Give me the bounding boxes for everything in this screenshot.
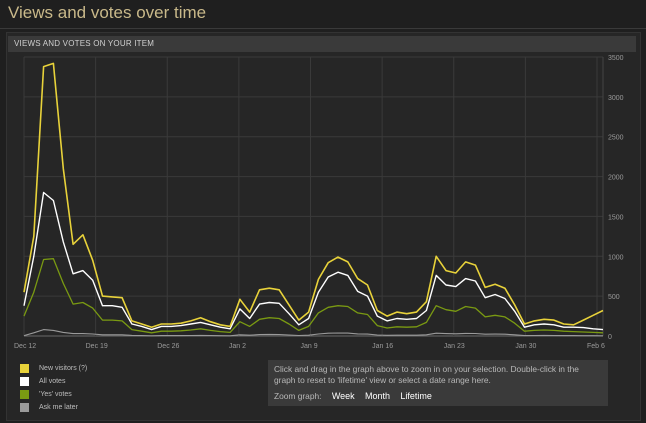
legend-label: New visitors (?) bbox=[39, 364, 88, 372]
title-divider bbox=[0, 28, 646, 29]
zoom-lifetime-link[interactable]: Lifetime bbox=[400, 391, 432, 401]
chart-grid bbox=[23, 56, 604, 337]
legend-item-ask-me-later[interactable]: Ask me later bbox=[20, 401, 87, 413]
y-tick-label: 3000 bbox=[608, 95, 624, 102]
y-tick-label: 0 bbox=[608, 334, 612, 341]
chart-series bbox=[23, 62, 604, 337]
x-tick-label: Dec 19 bbox=[86, 343, 108, 350]
series-line-ask-me-later bbox=[23, 329, 604, 337]
legend-swatch bbox=[20, 402, 29, 412]
legend-swatch bbox=[20, 376, 29, 386]
legend-label: Ask me later bbox=[39, 403, 78, 411]
zoom-row: Zoom graph: Week Month Lifetime bbox=[274, 391, 602, 402]
legend-item-all-votes[interactable]: All votes bbox=[20, 375, 87, 387]
panel-title: VIEWS AND VOTES ON YOUR ITEM bbox=[8, 36, 636, 52]
y-tick-label: 3500 bbox=[608, 55, 624, 62]
legend-item-new-visitors[interactable]: New visitors (?) bbox=[20, 362, 87, 374]
x-tick-label: Jan 9 bbox=[301, 343, 318, 350]
y-tick-label: 500 bbox=[608, 294, 620, 301]
x-tick-label: Dec 26 bbox=[157, 343, 179, 350]
zoom-week-link[interactable]: Week bbox=[331, 391, 355, 401]
y-tick-label: 2000 bbox=[608, 175, 624, 182]
legend: New visitors (?) All votes 'Yes' votes A… bbox=[20, 362, 87, 414]
zoom-label: Zoom graph: bbox=[274, 391, 322, 401]
x-tick-label: Dec 12 bbox=[14, 343, 36, 350]
series-line-all-votes bbox=[23, 191, 604, 331]
series-line-yes-votes bbox=[23, 258, 604, 334]
legend-swatch bbox=[20, 363, 29, 373]
legend-label: 'Yes' votes bbox=[39, 390, 72, 398]
y-axis-labels: 0 500 1000 1500 2000 2500 3000 3500 bbox=[608, 55, 624, 341]
page-title: Views and votes over time bbox=[8, 3, 207, 22]
legend-item-yes-votes[interactable]: 'Yes' votes bbox=[20, 388, 87, 400]
y-tick-label: 1500 bbox=[608, 214, 624, 221]
x-tick-label: Jan 30 bbox=[515, 343, 536, 350]
zoom-month-link[interactable]: Month bbox=[364, 391, 390, 401]
series-line-new-visitors bbox=[23, 62, 604, 329]
x-tick-label: Jan 2 bbox=[229, 343, 246, 350]
x-tick-label: Feb 6 bbox=[587, 343, 605, 350]
zoom-instructions: Click and drag in the graph above to zoo… bbox=[274, 364, 579, 385]
y-tick-label: 1000 bbox=[608, 254, 624, 261]
y-tick-label: 2500 bbox=[608, 135, 624, 142]
legend-label: All votes bbox=[39, 377, 66, 385]
legend-swatch bbox=[20, 389, 29, 399]
zoom-info-box: Click and drag in the graph above to zoo… bbox=[268, 360, 608, 406]
x-axis-labels: Dec 12 Dec 19 Dec 26 Jan 2 Jan 9 Jan 16 Jan 23… bbox=[14, 343, 605, 350]
x-tick-label: Jan 16 bbox=[372, 343, 393, 350]
x-tick-label: Jan 23 bbox=[444, 343, 465, 350]
